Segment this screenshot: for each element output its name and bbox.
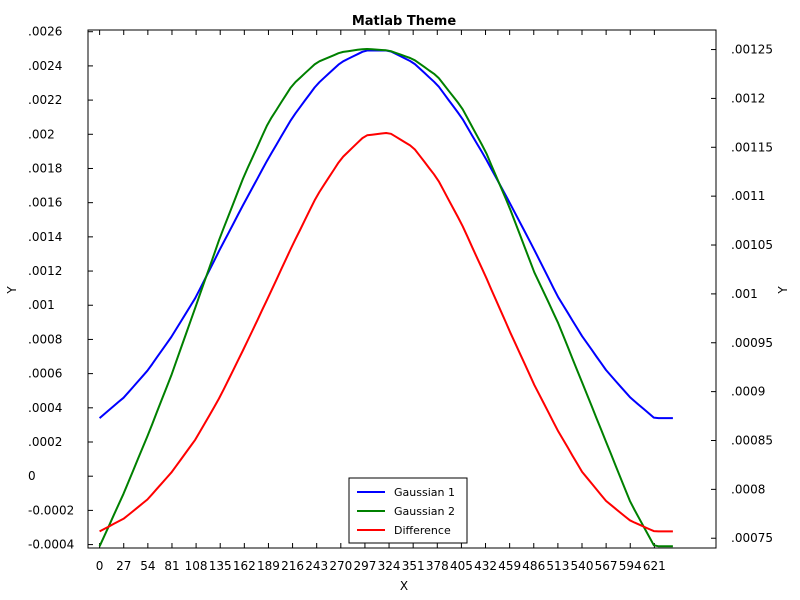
y2-tick-label: .00075 xyxy=(731,531,773,545)
y-tick-label: -0.0002 xyxy=(28,503,74,517)
x-tick-label: 459 xyxy=(498,559,521,573)
y-tick-label: .002 xyxy=(28,127,55,141)
x-tick-label: 297 xyxy=(353,559,376,573)
x-tick-label: 594 xyxy=(619,559,642,573)
legend-label: Gaussian 2 xyxy=(394,505,455,518)
y-tick-label: .0026 xyxy=(28,25,62,39)
y-tick-label: .0014 xyxy=(28,230,62,244)
legend-label: Difference xyxy=(394,524,451,537)
y2-tick-label: .00125 xyxy=(731,43,773,57)
y-tick-label: .0018 xyxy=(28,161,62,175)
y2-tick-label: .0012 xyxy=(731,91,765,105)
series-line-difference xyxy=(99,132,673,533)
y2-tick-label: .001 xyxy=(731,287,758,301)
x-tick-label: 81 xyxy=(164,559,179,573)
y-tick-label: 0 xyxy=(28,469,36,483)
plot-area: 0 27 54 81 108 135 162 189 216 243 270 297 324 351 378… xyxy=(28,25,773,573)
y2-tick-label: .0011 xyxy=(731,189,765,203)
y-tick-label: -0.0004 xyxy=(28,538,74,552)
x-tick-label: 54 xyxy=(140,559,155,573)
y-tick-label: .0002 xyxy=(28,435,62,449)
chart-title: Matlab Theme xyxy=(352,14,456,29)
legend-label: Gaussian 1 xyxy=(394,486,455,499)
x-axis-title: X xyxy=(400,579,408,593)
x-tick-label: 27 xyxy=(116,559,131,573)
x-tick-label: 189 xyxy=(257,559,280,573)
y-axis-title: Y xyxy=(5,286,19,295)
x-tick-label: 513 xyxy=(546,559,569,573)
y2-tick-label: .00115 xyxy=(731,140,773,154)
x-tick-label: 486 xyxy=(522,559,545,573)
series-layer xyxy=(98,48,673,548)
y2-tick-label: .0009 xyxy=(731,385,765,399)
series-line-gaussian-2 xyxy=(98,48,673,548)
y-tick-label: .0016 xyxy=(28,196,62,210)
x-tick-label: 405 xyxy=(450,559,473,573)
x-tick-label: 621 xyxy=(643,559,666,573)
x-tick-label: 243 xyxy=(305,559,328,573)
y2-tick-label: .00105 xyxy=(731,238,773,252)
y-tick-label: .0012 xyxy=(28,264,62,278)
y2-tick-label: .00095 xyxy=(731,336,773,350)
y2-axis-title: Y xyxy=(776,286,790,295)
x-tick-label: 0 xyxy=(96,559,104,573)
legend: Gaussian 1 Gaussian 2 Difference xyxy=(348,477,468,544)
plot-frame xyxy=(87,29,717,549)
y-tick-label: .0008 xyxy=(28,332,62,346)
y-tick-label: .001 xyxy=(28,298,55,312)
x-tick-label: 567 xyxy=(595,559,618,573)
x-tick-label: 135 xyxy=(209,559,232,573)
x-tick-label: 540 xyxy=(571,559,594,573)
x-tick-label: 378 xyxy=(426,559,449,573)
x-tick-label: 108 xyxy=(185,559,208,573)
x-tick-label: 270 xyxy=(329,559,352,573)
y2-tick-label: .00085 xyxy=(731,433,773,447)
x-tick-label: 162 xyxy=(233,559,256,573)
y-tick-label: .0022 xyxy=(28,93,62,107)
y2-tick-label: .0008 xyxy=(731,482,765,496)
x-tick-label: 324 xyxy=(378,559,401,573)
y-tick-label: .0024 xyxy=(28,59,62,73)
x-tick-label: 432 xyxy=(474,559,497,573)
x-tick-label: 216 xyxy=(281,559,304,573)
y-tick-label: .0004 xyxy=(28,401,62,415)
x-tick-label: 351 xyxy=(402,559,425,573)
y-tick-label: .0006 xyxy=(28,367,62,381)
